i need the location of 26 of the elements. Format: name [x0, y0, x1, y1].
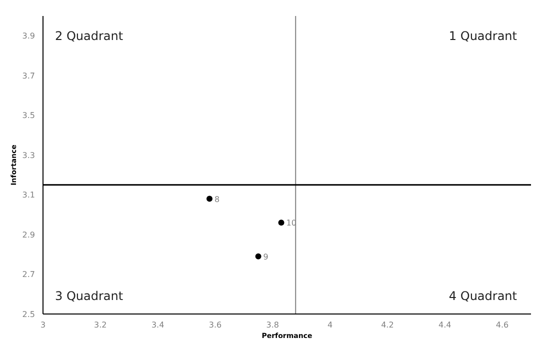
x-tick-label: 3.6 — [208, 320, 222, 330]
y-tick-label: 3.9 — [22, 32, 35, 41]
x-tick-label: 4.4 — [438, 320, 452, 330]
y-tick-label: 3.3 — [22, 150, 35, 160]
x-tick-label: 4.6 — [496, 320, 509, 330]
x-tick-label: 3.8 — [266, 320, 280, 330]
point — [255, 253, 262, 260]
y-tick-label: 3.1 — [22, 190, 35, 200]
y-tick-label: 2.7 — [22, 270, 35, 280]
y-tick-label: 2.5 — [22, 310, 35, 319]
x-tick-label: 4 — [328, 320, 333, 330]
point — [206, 196, 212, 202]
annotation: 3 Quadrant — [55, 289, 124, 303]
x-tick-label: 3 — [40, 320, 46, 330]
annotation: 4 Quadrant — [448, 289, 518, 303]
annotation: 9 — [263, 252, 268, 262]
x-tick-label: 4.2 — [381, 320, 394, 330]
y-tick-label: 3.5 — [22, 111, 35, 120]
annotation: 2 Quadrant — [55, 29, 124, 43]
annotation: 1 Quadrant — [448, 29, 518, 43]
x-tick-label: 3.4 — [151, 320, 164, 330]
annotation: 8 — [214, 194, 220, 204]
point — [278, 220, 284, 226]
y-tick-label: 3.7 — [22, 71, 35, 80]
x-tick-label: 3.2 — [94, 320, 107, 330]
y-tick-label: 2.9 — [22, 230, 35, 240]
